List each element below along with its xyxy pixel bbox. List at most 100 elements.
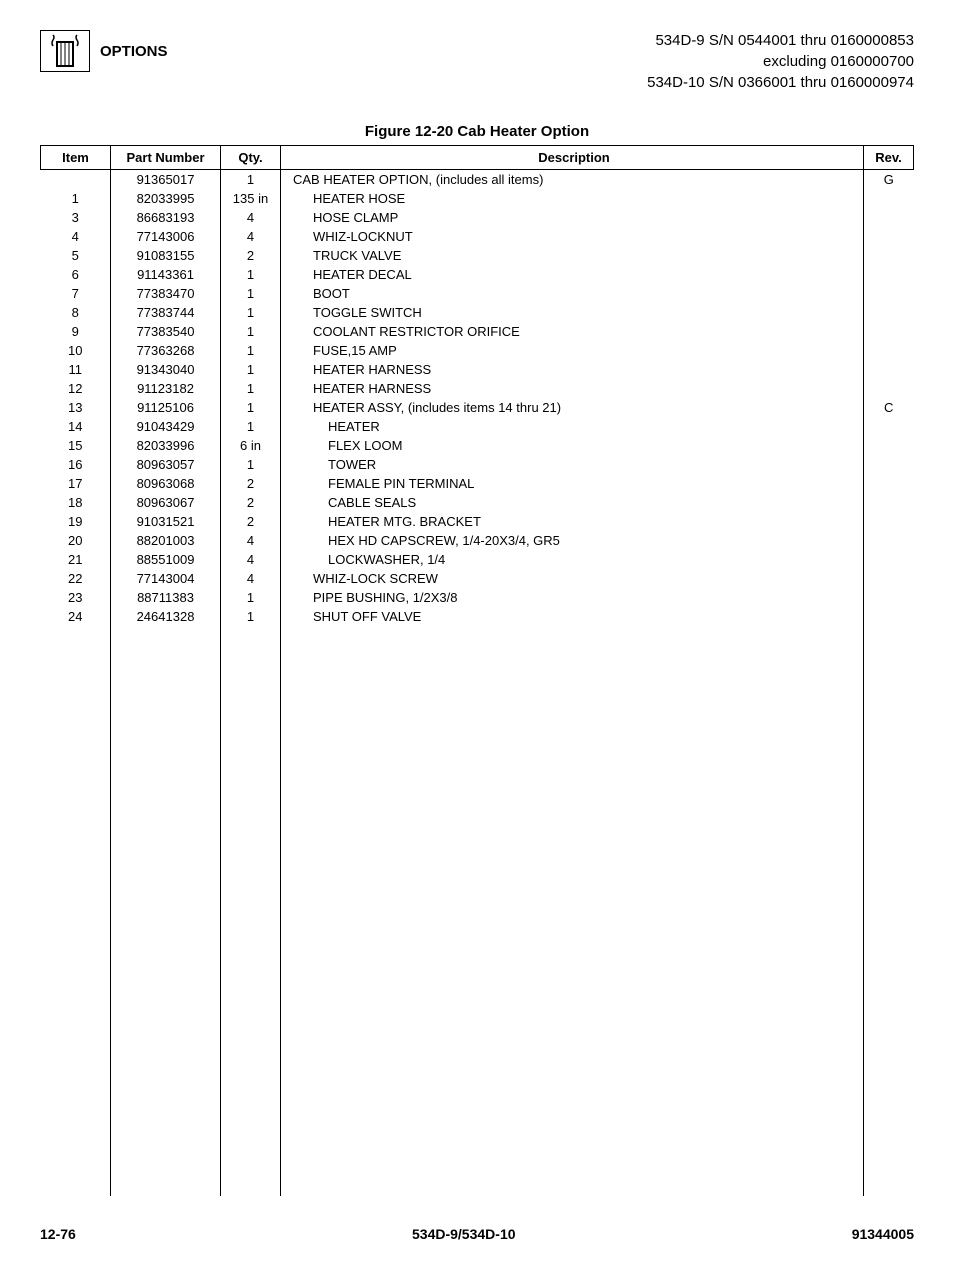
- cell-item: 1: [41, 189, 111, 208]
- cell-part-number: 77143004: [111, 569, 221, 588]
- page-footer: 12-76 534D-9/534D-10 91344005: [40, 1226, 914, 1242]
- cell-qty: 1: [221, 341, 281, 360]
- cell-part-number: 86683193: [111, 208, 221, 227]
- cell-qty: 1: [221, 265, 281, 284]
- cell-item: 8: [41, 303, 111, 322]
- cell-qty: 1: [221, 170, 281, 190]
- cell-description: FEMALE PIN TERMINAL: [281, 474, 864, 493]
- header-rev: Rev.: [864, 146, 914, 170]
- cell-description: PIPE BUSHING, 1/2X3/8: [281, 588, 864, 607]
- cell-qty: 4: [221, 531, 281, 550]
- cell-description: HEATER HOSE: [281, 189, 864, 208]
- cell-item: 9: [41, 322, 111, 341]
- cell-item: 14: [41, 417, 111, 436]
- table-row: 10773632681FUSE,15 AMP: [41, 341, 914, 360]
- cell-qty: 2: [221, 474, 281, 493]
- table-row: 12911231821HEATER HARNESS: [41, 379, 914, 398]
- cell-part-number: 80963067: [111, 493, 221, 512]
- cell-part-number: 91083155: [111, 246, 221, 265]
- cell-part-number: 77383744: [111, 303, 221, 322]
- table-row: 18809630672CABLE SEALS: [41, 493, 914, 512]
- cell-part-number: 91031521: [111, 512, 221, 531]
- cell-rev: [864, 303, 914, 322]
- cell-rev: [864, 284, 914, 303]
- cell-description: HEX HD CAPSCREW, 1/4-20X3/4, GR5: [281, 531, 864, 550]
- cell-description: CAB HEATER OPTION, (includes all items): [281, 170, 864, 190]
- cell-description: BOOT: [281, 284, 864, 303]
- cell-item: 22: [41, 569, 111, 588]
- table-row: 23887113831PIPE BUSHING, 1/2X3/8: [41, 588, 914, 607]
- table-row: 3866831934HOSE CLAMP: [41, 208, 914, 227]
- table-row: 19910315212HEATER MTG. BRACKET: [41, 512, 914, 531]
- cell-rev: [864, 417, 914, 436]
- cell-item: [41, 170, 111, 190]
- table-row: 11913430401HEATER HARNESS: [41, 360, 914, 379]
- header-description: Description: [281, 146, 864, 170]
- cell-part-number: 91125106: [111, 398, 221, 417]
- cell-rev: [864, 512, 914, 531]
- cell-part-number: 88711383: [111, 588, 221, 607]
- table-row: 9773835401COOLANT RESTRICTOR ORIFICE: [41, 322, 914, 341]
- cell-item: 5: [41, 246, 111, 265]
- cell-rev: [864, 322, 914, 341]
- cell-qty: 1: [221, 455, 281, 474]
- cell-part-number: 91365017: [111, 170, 221, 190]
- cell-part-number: 91043429: [111, 417, 221, 436]
- table-row: 24246413281SHUT OFF VALVE: [41, 607, 914, 626]
- model-info-line2: excluding 0160000700: [647, 51, 914, 72]
- cell-item: 7: [41, 284, 111, 303]
- table-body: 913650171CAB HEATER OPTION, (includes al…: [41, 170, 914, 1197]
- cell-description: HEATER: [281, 417, 864, 436]
- cell-rev: [864, 436, 914, 455]
- cell-part-number: 77143006: [111, 227, 221, 246]
- table-row: 7773834701BOOT: [41, 284, 914, 303]
- table-row: 5910831552TRUCK VALVE: [41, 246, 914, 265]
- cell-description: SHUT OFF VALVE: [281, 607, 864, 626]
- cell-qty: 4: [221, 208, 281, 227]
- cell-description: FUSE,15 AMP: [281, 341, 864, 360]
- cell-qty: 135 in: [221, 189, 281, 208]
- table-row: 182033995135 inHEATER HOSE: [41, 189, 914, 208]
- cell-item: 3: [41, 208, 111, 227]
- cell-rev: [864, 265, 914, 284]
- cell-description: HEATER ASSY, (includes items 14 thru 21): [281, 398, 864, 417]
- cell-description: WHIZ-LOCK SCREW: [281, 569, 864, 588]
- cell-rev: [864, 189, 914, 208]
- table-row: 16809630571TOWER: [41, 455, 914, 474]
- header-item: Item: [41, 146, 111, 170]
- cell-description: HEATER DECAL: [281, 265, 864, 284]
- header-qty: Qty.: [221, 146, 281, 170]
- cell-description: HEATER MTG. BRACKET: [281, 512, 864, 531]
- cell-description: TRUCK VALVE: [281, 246, 864, 265]
- cell-description: COOLANT RESTRICTOR ORIFICE: [281, 322, 864, 341]
- cell-qty: 1: [221, 284, 281, 303]
- table-row: 4771430064WHIZ-LOCKNUT: [41, 227, 914, 246]
- cell-rev: [864, 550, 914, 569]
- cell-qty: 1: [221, 588, 281, 607]
- cell-item: 21: [41, 550, 111, 569]
- cell-description: FLEX LOOM: [281, 436, 864, 455]
- table-row: 8773837441TOGGLE SWITCH: [41, 303, 914, 322]
- cell-rev: [864, 474, 914, 493]
- cell-rev: [864, 493, 914, 512]
- cell-qty: 4: [221, 550, 281, 569]
- cell-rev: [864, 455, 914, 474]
- cell-item: 23: [41, 588, 111, 607]
- cell-item: 4: [41, 227, 111, 246]
- cell-rev: [864, 569, 914, 588]
- cell-qty: 2: [221, 512, 281, 531]
- cell-part-number: 82033996: [111, 436, 221, 455]
- table-row: 14910434291HEATER: [41, 417, 914, 436]
- cell-description: CABLE SEALS: [281, 493, 864, 512]
- table-row: 17809630682FEMALE PIN TERMINAL: [41, 474, 914, 493]
- footer-model: 534D-9/534D-10: [412, 1226, 516, 1242]
- cell-part-number: 24641328: [111, 607, 221, 626]
- cell-part-number: 88551009: [111, 550, 221, 569]
- cell-item: 11: [41, 360, 111, 379]
- table-row: 913650171CAB HEATER OPTION, (includes al…: [41, 170, 914, 190]
- cell-qty: 4: [221, 227, 281, 246]
- cell-qty: 1: [221, 379, 281, 398]
- parts-table: Item Part Number Qty. Description Rev. 9…: [40, 145, 914, 1196]
- cell-rev: C: [864, 398, 914, 417]
- cell-part-number: 91123182: [111, 379, 221, 398]
